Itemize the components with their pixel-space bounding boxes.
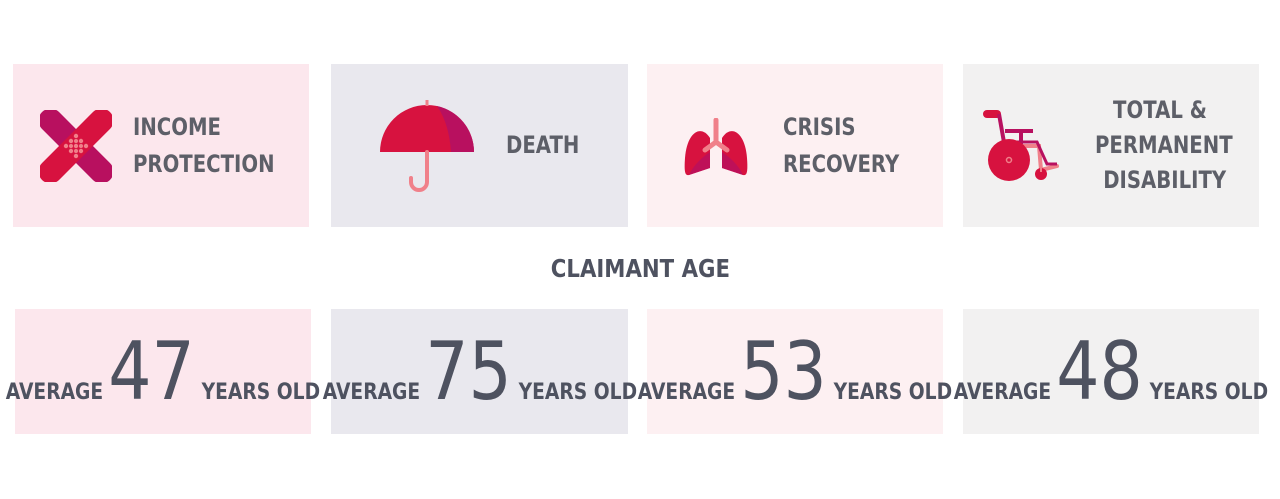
average-label: AVERAGE xyxy=(637,379,736,405)
age-card: AVERAGE 53 YEARS OLD xyxy=(638,309,952,434)
average-label: AVERAGE xyxy=(322,379,420,405)
category-label: Death xyxy=(506,127,579,164)
years-old-label: YEARS OLD xyxy=(201,379,321,405)
wheelchair-icon xyxy=(983,110,1059,181)
age-row: AVERAGE 75 YEARS OLD xyxy=(322,324,637,418)
category-label-line: Total & xyxy=(1113,96,1207,124)
average-label: AVERAGE xyxy=(5,379,104,405)
age-row: AVERAGE 48 YEARS OLD xyxy=(953,324,1269,418)
category-label-line: Crisis xyxy=(783,112,856,141)
category-label: Total & Permanent Disability xyxy=(1095,93,1233,198)
section-heading: CLAIMANT AGE xyxy=(0,254,1280,283)
age-row: AVERAGE 53 YEARS OLD xyxy=(637,324,953,418)
card-total-permanent-disability: Total & Permanent Disability xyxy=(963,64,1259,227)
age-card: AVERAGE 48 YEARS OLD xyxy=(954,309,1268,434)
years-old-label: YEARS OLD xyxy=(833,379,953,405)
category-label-line: Recovery xyxy=(783,149,900,178)
age-card: AVERAGE 47 YEARS OLD xyxy=(6,309,320,434)
age-value: 75 xyxy=(424,324,512,418)
age-card: AVERAGE 75 YEARS OLD xyxy=(322,309,637,434)
category-label-line: Income xyxy=(133,112,221,141)
years-old-label: YEARS OLD xyxy=(1149,379,1269,405)
lungs-icon xyxy=(684,118,748,176)
category-label-line: Disability xyxy=(1103,166,1227,194)
age-value: 47 xyxy=(108,324,195,418)
age-row: AVERAGE 47 YEARS OLD xyxy=(5,324,321,418)
bandage-icon xyxy=(40,110,112,182)
category-label: Income Protection xyxy=(133,109,275,183)
age-value: 53 xyxy=(740,324,827,418)
category-label-line: Protection xyxy=(133,149,275,178)
category-label-line: Permanent xyxy=(1095,131,1233,159)
age-value: 48 xyxy=(1056,324,1143,418)
section-heading-text: CLAIMANT AGE xyxy=(550,254,730,283)
category-label: Crisis Recovery xyxy=(783,109,899,183)
category-label-line: Death xyxy=(506,131,580,159)
card-income-protection: Income Protection xyxy=(13,64,309,227)
average-label: AVERAGE xyxy=(953,379,1052,405)
card-crisis-recovery: Crisis Recovery xyxy=(647,64,943,227)
umbrella-icon xyxy=(380,100,475,192)
years-old-label: YEARS OLD xyxy=(518,379,637,405)
card-death: Death xyxy=(331,64,628,227)
